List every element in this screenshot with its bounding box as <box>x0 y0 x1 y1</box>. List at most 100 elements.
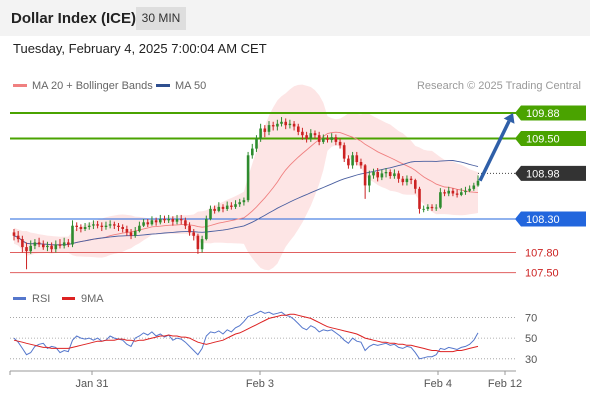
candle <box>338 138 342 149</box>
level-label-108.3: 108.30 <box>526 214 560 226</box>
candle-body <box>430 206 434 209</box>
candle <box>159 214 162 225</box>
candle <box>79 224 83 233</box>
candle-body <box>96 224 99 226</box>
level-label-109.88: 109.88 <box>526 108 560 120</box>
candle-body <box>363 165 367 186</box>
candle-body <box>280 121 283 124</box>
candle <box>393 169 396 179</box>
candle <box>305 131 308 143</box>
legend-9ma: 9MA <box>62 293 104 305</box>
candle <box>309 129 313 142</box>
legend-label: 9MA <box>81 293 104 305</box>
candle-body <box>455 193 459 195</box>
candle-body <box>133 231 137 236</box>
candle <box>267 121 271 136</box>
candle <box>37 237 41 248</box>
candle-body <box>309 133 313 139</box>
candle-body <box>255 138 258 149</box>
candle-body <box>67 242 70 245</box>
candle-body <box>405 178 409 183</box>
interval-badge[interactable]: 30 MIN <box>136 7 186 30</box>
rsi-tick-label: 70 <box>525 312 537 324</box>
candle <box>401 176 405 186</box>
candle <box>12 229 16 241</box>
candle <box>376 168 379 182</box>
candle-body <box>342 145 346 159</box>
candle <box>200 235 204 253</box>
candle-body <box>267 125 271 132</box>
ma9-swatch <box>62 296 75 300</box>
candle-body <box>322 138 325 142</box>
candle-body <box>117 225 120 227</box>
candle-body <box>246 155 250 201</box>
candle <box>347 155 350 169</box>
candle <box>288 119 292 129</box>
candle-body <box>100 225 104 227</box>
candle-body <box>12 232 16 236</box>
candle <box>121 224 124 233</box>
candle-body <box>351 155 354 166</box>
candle-body <box>75 225 78 227</box>
level-tag-last <box>515 165 586 181</box>
candle <box>313 130 317 139</box>
candle-body <box>284 121 287 126</box>
candle <box>363 164 367 199</box>
candle <box>113 221 116 230</box>
candle <box>460 188 463 197</box>
candle-body <box>33 242 37 246</box>
candle-body <box>29 245 32 252</box>
candle-body <box>138 225 141 232</box>
candle-body <box>92 224 95 226</box>
candle <box>322 134 325 144</box>
candle-body <box>301 131 304 136</box>
candle <box>439 188 442 209</box>
candle-body <box>50 245 53 250</box>
candle-body <box>16 235 20 240</box>
candle-body <box>87 225 91 227</box>
candle-body <box>464 190 467 193</box>
candle <box>430 204 434 211</box>
candle-body <box>25 247 28 252</box>
candle <box>426 204 430 211</box>
candle <box>171 216 175 226</box>
candle-body <box>434 207 438 209</box>
candle-body <box>338 141 342 146</box>
candle <box>154 217 158 226</box>
candle <box>87 222 91 230</box>
candle-body <box>175 219 179 222</box>
candle-body <box>113 224 116 226</box>
candle <box>405 175 409 186</box>
candle-body <box>368 175 371 186</box>
candle-body <box>276 123 279 127</box>
candle <box>246 151 250 203</box>
candle-body <box>426 206 430 209</box>
candle <box>163 215 166 223</box>
x-tick-label: Jan 31 <box>75 378 108 390</box>
candle <box>221 204 225 213</box>
candle-body <box>217 206 221 211</box>
report-datetime: Tuesday, February 4, 2025 7:00:04 AM CET <box>13 41 267 56</box>
rsi-tick-label: 50 <box>525 333 537 345</box>
candle-body <box>42 244 45 248</box>
candle <box>443 189 446 197</box>
candle-body <box>46 245 49 248</box>
x-tick-label: Feb 12 <box>488 378 522 390</box>
candle-body <box>443 192 446 194</box>
candle-body <box>355 155 359 162</box>
candle <box>251 143 254 159</box>
candle <box>209 205 212 221</box>
candle <box>179 214 183 225</box>
candle-body <box>414 180 417 189</box>
candle-body <box>205 219 208 240</box>
candle <box>476 175 480 187</box>
candle <box>464 186 467 195</box>
candle-body <box>317 135 321 142</box>
candle-body <box>221 206 225 209</box>
candle-body <box>154 220 158 223</box>
candle <box>142 218 145 228</box>
candle-body <box>83 227 87 229</box>
candle-body <box>380 173 384 178</box>
bollinger-band <box>14 84 478 271</box>
candle-body <box>451 190 455 194</box>
